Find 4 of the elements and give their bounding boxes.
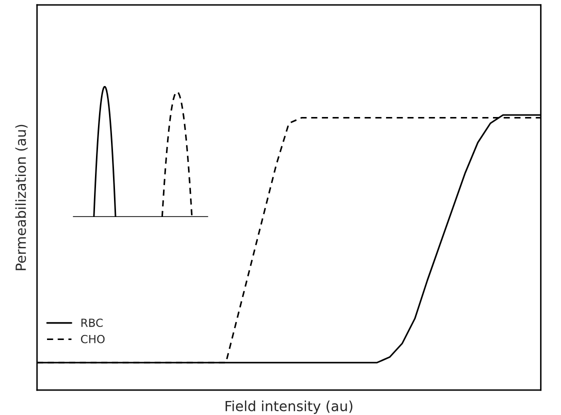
legend-label: RBC <box>81 318 103 327</box>
y-axis-title: Permeabilization (au) <box>15 124 28 270</box>
x-axis-title: Field intensity (au) <box>226 400 352 414</box>
legend-label: CHO <box>80 334 105 344</box>
